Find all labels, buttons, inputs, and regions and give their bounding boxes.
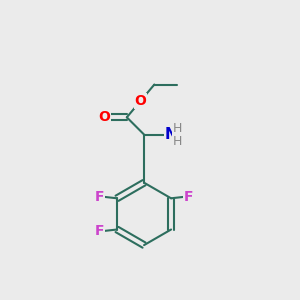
Text: F: F (94, 190, 104, 204)
Text: F: F (94, 224, 104, 238)
Text: N: N (164, 127, 177, 142)
Text: O: O (135, 94, 146, 108)
Text: H: H (173, 122, 182, 134)
Text: H: H (173, 135, 182, 148)
Text: F: F (184, 190, 194, 204)
Text: O: O (99, 110, 110, 124)
